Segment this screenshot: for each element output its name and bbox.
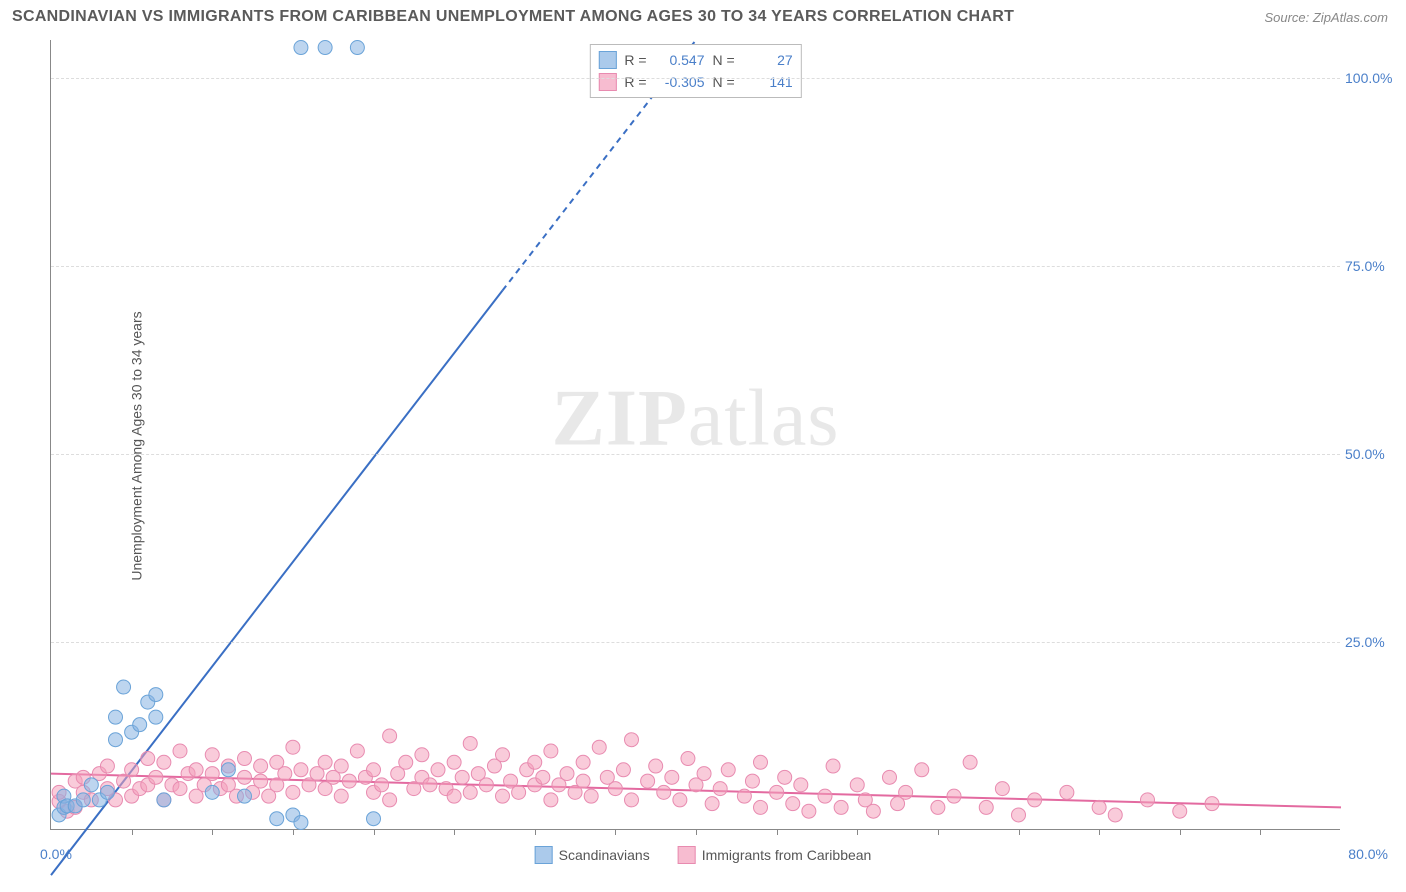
- r-label: R =: [624, 52, 646, 68]
- chart-title: SCANDINAVIAN VS IMMIGRANTS FROM CARIBBEA…: [12, 8, 1014, 26]
- x-tick: [374, 829, 375, 835]
- n-value: 141: [743, 74, 793, 90]
- legend-swatch-icon: [598, 73, 616, 91]
- legend-label: Immigrants from Caribbean: [702, 847, 872, 863]
- legend-swatch-icon: [535, 846, 553, 864]
- x-tick: [535, 829, 536, 835]
- y-tick-label: 50.0%: [1345, 446, 1400, 462]
- x-tick: [212, 829, 213, 835]
- source-attribution: Source: ZipAtlas.com: [1264, 10, 1388, 25]
- x-max-label: 80.0%: [1348, 846, 1388, 862]
- legend-item: Immigrants from Caribbean: [678, 846, 872, 864]
- x-tick: [1260, 829, 1261, 835]
- x-tick: [1099, 829, 1100, 835]
- x-tick: [696, 829, 697, 835]
- x-origin-label: 0.0%: [40, 846, 72, 862]
- legend-swatch-icon: [678, 846, 696, 864]
- legend-swatch-icon: [598, 51, 616, 69]
- x-tick: [615, 829, 616, 835]
- x-tick: [293, 829, 294, 835]
- gridline: [51, 266, 1340, 267]
- gridline: [51, 78, 1340, 79]
- series-legend: Scandinavians Immigrants from Caribbean: [535, 846, 872, 864]
- y-tick-label: 75.0%: [1345, 258, 1400, 274]
- n-label: N =: [713, 52, 735, 68]
- legend-row: R = -0.305 N = 141: [598, 71, 792, 93]
- x-tick: [777, 829, 778, 835]
- scatter-svg: [51, 40, 1340, 829]
- correlation-legend: R = 0.547 N = 27 R = -0.305 N = 141: [589, 44, 801, 98]
- x-tick: [938, 829, 939, 835]
- gridline: [51, 642, 1340, 643]
- x-tick: [1180, 829, 1181, 835]
- n-label: N =: [713, 74, 735, 90]
- x-tick: [857, 829, 858, 835]
- legend-item: Scandinavians: [535, 846, 650, 864]
- x-tick: [132, 829, 133, 835]
- y-tick-label: 100.0%: [1345, 70, 1400, 86]
- legend-label: Scandinavians: [559, 847, 650, 863]
- legend-row: R = 0.547 N = 27: [598, 49, 792, 71]
- y-tick-label: 25.0%: [1345, 634, 1400, 650]
- r-label: R =: [624, 74, 646, 90]
- n-value: 27: [743, 52, 793, 68]
- gridline: [51, 454, 1340, 455]
- r-value: -0.305: [655, 74, 705, 90]
- x-tick: [454, 829, 455, 835]
- r-value: 0.547: [655, 52, 705, 68]
- x-tick: [1019, 829, 1020, 835]
- plot-area: ZIPatlas R = 0.547 N = 27 R = -0.305 N =…: [50, 40, 1340, 830]
